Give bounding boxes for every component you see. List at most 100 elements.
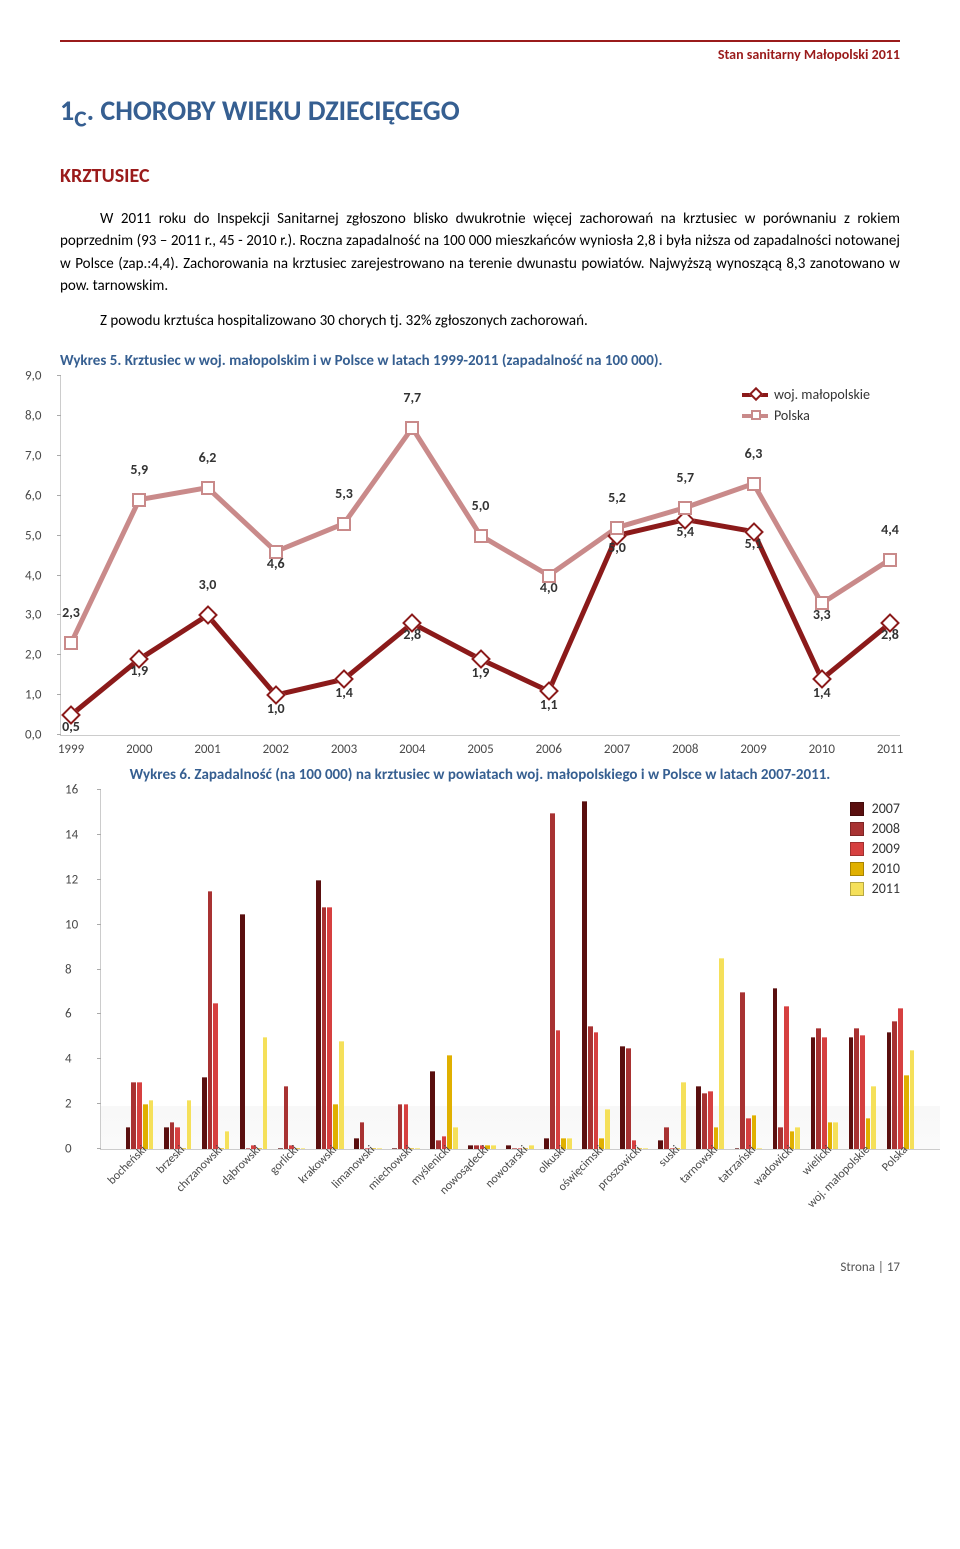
y-tick-label: 9,0	[25, 369, 41, 384]
bar	[430, 1071, 435, 1150]
bar	[702, 1093, 707, 1149]
x-tick-label: 1999	[58, 742, 84, 757]
data-label: 2,8	[403, 626, 421, 643]
data-label: 5,7	[676, 469, 694, 486]
bar	[860, 1035, 865, 1149]
bar	[582, 801, 587, 1149]
bar	[696, 1086, 701, 1149]
subsection-heading: KRZTUSIEC	[60, 164, 900, 188]
data-marker	[610, 521, 624, 535]
bar	[187, 1100, 192, 1149]
data-label: 3,0	[199, 576, 217, 593]
bar	[208, 891, 213, 1149]
data-label: 5,9	[130, 461, 148, 478]
bar	[594, 1032, 599, 1149]
bar	[322, 907, 327, 1149]
data-label: 5,0	[472, 497, 490, 514]
bar	[398, 1104, 403, 1149]
section-number: 1	[60, 93, 74, 128]
data-label: 1,4	[335, 684, 353, 701]
y-tick-label: 2	[65, 1097, 72, 1112]
legend-item: 2009	[872, 840, 900, 857]
data-marker	[64, 636, 78, 650]
x-category-label: gorlicki	[268, 1143, 303, 1178]
bar	[284, 1086, 289, 1149]
bar	[735, 1148, 740, 1149]
data-marker	[132, 493, 146, 507]
x-tick-label: 2002	[263, 742, 289, 757]
bar	[506, 1145, 511, 1149]
bar	[491, 1145, 496, 1149]
bar	[757, 1148, 762, 1149]
data-label: 3,3	[813, 606, 831, 623]
y-tick-label: 2,0	[25, 648, 41, 663]
y-tick-label: 0	[65, 1142, 72, 1157]
section-subscript: C	[74, 106, 86, 134]
bar	[898, 1008, 903, 1149]
data-label: 7,7	[403, 389, 421, 406]
bar	[327, 907, 332, 1149]
data-marker	[747, 477, 761, 491]
data-label: 2,3	[62, 604, 80, 621]
page-footer: Strona | 17	[60, 1260, 900, 1275]
legend-item: woj. małopolskie	[774, 386, 870, 403]
bar	[588, 1026, 593, 1149]
y-tick-label: 5,0	[25, 528, 41, 543]
bar	[708, 1091, 713, 1149]
data-label: 6,3	[745, 445, 763, 462]
y-tick-label: 7,0	[25, 448, 41, 463]
legend-item: 2008	[872, 820, 900, 837]
x-tick-label: 2010	[809, 742, 835, 757]
bar	[468, 1145, 473, 1149]
y-tick-label: 3,0	[25, 608, 41, 623]
x-tick-label: 2005	[467, 742, 493, 757]
x-tick-label: 2007	[604, 742, 630, 757]
header-divider	[60, 40, 900, 42]
bar	[131, 1082, 136, 1149]
data-label: 1,0	[267, 700, 285, 717]
legend-item: 2011	[872, 880, 900, 897]
y-tick-label: 12	[65, 872, 78, 887]
legend-item: 2010	[872, 860, 900, 877]
bar	[263, 1037, 268, 1149]
data-label: 2,8	[881, 626, 899, 643]
data-label: 5,3	[335, 485, 353, 502]
bar	[354, 1138, 359, 1149]
bar	[567, 1138, 572, 1149]
bar	[316, 880, 321, 1149]
bar	[778, 1127, 783, 1149]
data-marker	[198, 606, 218, 626]
data-label: 1,1	[540, 696, 558, 713]
bar	[816, 1028, 821, 1149]
bar	[643, 1148, 648, 1149]
bar	[719, 958, 724, 1149]
bar	[605, 1109, 610, 1149]
y-tick-label: 16	[65, 783, 78, 798]
section-title: 1C. CHOROBY WIEKU DZIECIĘCEGO	[60, 93, 900, 134]
x-tick-label: 2006	[536, 742, 562, 757]
bar	[415, 1148, 420, 1149]
bar	[126, 1127, 131, 1149]
bar	[278, 1148, 283, 1149]
paragraph-2: Z powodu krztuśca hospitalizowano 30 cho…	[60, 310, 900, 333]
data-marker	[883, 553, 897, 567]
bar	[149, 1100, 154, 1149]
bar	[529, 1145, 534, 1149]
x-tick-label: 2000	[126, 742, 152, 757]
bar	[377, 1148, 382, 1149]
bar	[202, 1077, 207, 1149]
bar	[339, 1041, 344, 1149]
data-label: 4,0	[540, 579, 558, 596]
x-category-label: wadowicki	[750, 1143, 796, 1189]
y-tick-label: 10	[65, 917, 78, 932]
y-tick-label: 1,0	[25, 688, 41, 703]
bar	[137, 1082, 142, 1149]
bar	[170, 1122, 175, 1149]
y-tick-label: 6	[65, 1007, 72, 1022]
x-category-label: dąbrowski	[219, 1143, 264, 1188]
section-title-rest: . CHOROBY WIEKU DZIECIĘCEGO	[87, 93, 460, 128]
legend-item: Polska	[774, 407, 810, 424]
data-label: 4,4	[881, 521, 899, 538]
y-tick-label: 6,0	[25, 488, 41, 503]
bar	[740, 992, 745, 1149]
